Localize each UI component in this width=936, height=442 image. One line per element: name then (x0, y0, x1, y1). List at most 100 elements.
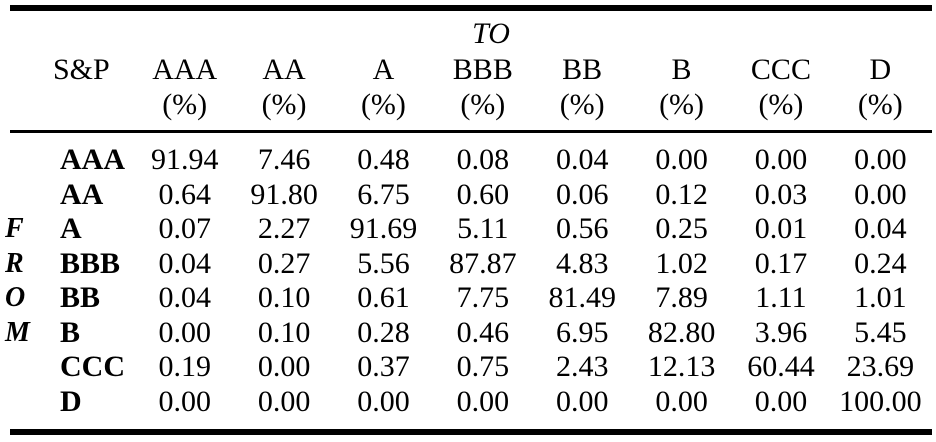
table-row-bbb: R BBB 0.04 0.27 5.56 87.87 4.83 1.02 0.1… (0, 247, 930, 282)
matrix-cell: 0.12 (655, 177, 708, 211)
row-label-b: B (60, 315, 81, 349)
matrix-cell: 0.00 (655, 143, 708, 177)
matrix-cell: 0.00 (357, 384, 410, 418)
matrix-cell: 0.00 (257, 384, 311, 418)
col-header-ccc: CCC (750, 52, 811, 86)
matrix-cell: 23.69 (846, 350, 915, 384)
table-row-ccc: CCC 0.19 0.00 0.37 0.75 2.43 12.13 60.44… (0, 350, 930, 385)
matrix-cell: 0.37 (357, 350, 410, 384)
matrix-cell: 0.75 (456, 350, 510, 384)
matrix-cell: 0.56 (555, 212, 609, 246)
matrix-cell: 2.27 (257, 212, 311, 246)
unit-label: (%) (460, 87, 506, 121)
matrix-cell: 0.00 (158, 315, 211, 349)
unit-label: (%) (857, 87, 903, 121)
matrix-cell: 0.04 (158, 281, 211, 315)
row-label-d: D (60, 384, 82, 418)
matrix-cell: 0.00 (158, 384, 211, 418)
matrix-cell: 0.00 (257, 350, 311, 384)
matrix-cell: 5.56 (357, 246, 410, 280)
matrix-cell: 0.46 (456, 315, 510, 349)
matrix-cell: 0.00 (555, 384, 609, 418)
matrix-cell: 0.00 (456, 384, 510, 418)
from-axis-letter-r: R (5, 247, 24, 279)
from-axis-letter-o: O (5, 282, 26, 314)
matrix-cell: 0.61 (357, 281, 410, 315)
from-axis-letter-m: M (5, 316, 30, 348)
matrix-cell: 81.49 (548, 281, 616, 315)
matrix-cell: 0.10 (257, 281, 311, 315)
matrix-cell: 91.94 (150, 143, 219, 177)
col-header-bbb: BBB (452, 52, 513, 86)
table-bottom-rule (10, 429, 932, 435)
matrix-cell: 7.46 (257, 143, 311, 177)
matrix-cell: 100.00 (839, 384, 922, 418)
row-label-ccc: CCC (60, 350, 125, 384)
matrix-cell: 0.07 (158, 212, 211, 246)
matrix-cell: 91.80 (250, 177, 318, 211)
matrix-cell: 6.75 (357, 177, 410, 211)
matrix-cell: 0.48 (357, 143, 410, 177)
unit-label: (%) (758, 87, 804, 121)
matrix-cell: 5.45 (854, 315, 907, 349)
table-header-rule (10, 130, 932, 133)
matrix-cell: 0.17 (754, 246, 808, 280)
matrix-cell: 0.08 (456, 143, 510, 177)
table-row-aa: AA 0.64 91.80 6.75 0.60 0.06 0.12 0.03 0… (0, 178, 930, 213)
matrix-cell: 0.28 (357, 315, 410, 349)
col-header-d: D (869, 52, 892, 86)
header-row-labels: S&P AAA AA A BBB BB B CCC D (0, 52, 930, 87)
matrix-cell: 0.04 (854, 212, 907, 246)
corner-header-sp: S&P (53, 52, 110, 86)
matrix-cell: 0.00 (754, 384, 808, 418)
table-body: AAA 91.94 7.46 0.48 0.08 0.04 0.00 0.00 … (0, 143, 930, 419)
table-row-aaa: AAA 91.94 7.46 0.48 0.08 0.04 0.00 0.00 … (0, 143, 930, 178)
table-row-d: D 0.00 0.00 0.00 0.00 0.00 0.00 0.00 100… (0, 385, 930, 420)
matrix-cell: 3.96 (754, 315, 808, 349)
unit-label: (%) (261, 87, 307, 121)
matrix-cell: 5.11 (457, 212, 509, 246)
table-row-a: F A 0.07 2.27 91.69 5.11 0.56 0.25 0.01 … (0, 212, 930, 247)
matrix-cell: 0.00 (854, 177, 907, 211)
table-top-rule (10, 5, 932, 11)
unit-label: (%) (162, 87, 208, 121)
matrix-cell: 0.03 (754, 177, 808, 211)
unit-label: (%) (659, 87, 705, 121)
to-axis-header: TO (472, 17, 510, 50)
matrix-cell: 0.24 (854, 246, 907, 280)
header-row-units: (%) (%) (%) (%) (%) (%) (%) (%) (0, 87, 930, 122)
matrix-cell: 0.06 (555, 177, 609, 211)
matrix-cell: 6.95 (555, 315, 609, 349)
matrix-cell: 0.19 (158, 350, 211, 384)
matrix-cell: 1.11 (755, 281, 807, 315)
matrix-cell: 0.04 (158, 246, 211, 280)
matrix-cell: 0.04 (555, 143, 609, 177)
matrix-cell: 4.83 (555, 246, 609, 280)
matrix-cell: 7.75 (456, 281, 510, 315)
table-row-b: M B 0.00 0.10 0.28 0.46 6.95 82.80 3.96 … (0, 316, 930, 351)
matrix-cell: 1.02 (655, 246, 708, 280)
table-row-bb: O BB 0.04 0.10 0.61 7.75 81.49 7.89 1.11… (0, 281, 930, 316)
row-label-bbb: BBB (60, 246, 121, 280)
matrix-cell: 0.01 (754, 212, 808, 246)
matrix-cell: 0.00 (754, 143, 808, 177)
matrix-cell: 0.00 (854, 143, 907, 177)
unit-label: (%) (559, 87, 605, 121)
matrix-cell: 82.80 (647, 315, 716, 349)
matrix-cell: 0.10 (257, 315, 311, 349)
table-header: S&P AAA AA A BBB BB B CCC D (%) (%) (%) … (0, 52, 930, 122)
row-label-aa: AA (60, 177, 104, 211)
col-header-aa: AA (262, 52, 306, 86)
matrix-cell: 1.01 (854, 281, 907, 315)
from-axis-letter-f: F (5, 213, 24, 245)
matrix-cell: 0.00 (655, 384, 708, 418)
unit-label: (%) (360, 87, 406, 121)
col-header-b: B (671, 52, 692, 86)
matrix-cell: 60.44 (747, 350, 815, 384)
row-label-a: A (60, 212, 82, 246)
matrix-cell: 91.69 (349, 212, 418, 246)
matrix-cell: 0.60 (456, 177, 510, 211)
matrix-cell: 12.13 (647, 350, 716, 384)
col-header-bb: BB (562, 52, 603, 86)
matrix-cell: 0.27 (257, 246, 311, 280)
